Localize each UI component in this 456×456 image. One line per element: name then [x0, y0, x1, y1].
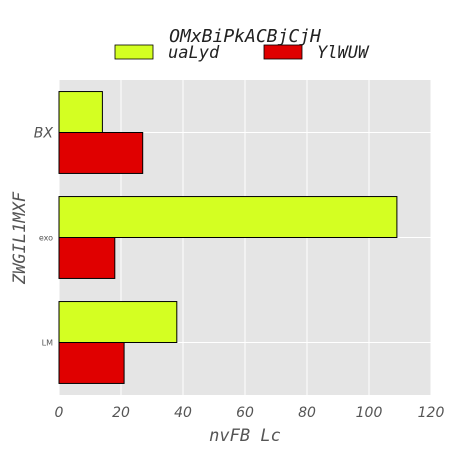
y-tick-label: BX: [34, 126, 54, 142]
x-tick-label: 120: [418, 405, 445, 421]
bar-YlWUW-LM: [58, 342, 125, 384]
legend-label-uaLyd: uaLyd: [168, 43, 220, 63]
bar-uaLyd-BX: [58, 91, 103, 134]
bar-YlWUW-exo: [58, 237, 116, 279]
x-tick-label: 100: [356, 405, 383, 421]
y-axis-label: ZWGIL1MXF: [10, 191, 30, 285]
x-tick-label: 80: [298, 405, 316, 421]
chart-title: OMxBiPkACBjCjH: [169, 26, 321, 47]
x-tick-labels: 0 20 40 60 80 100 120: [55, 405, 445, 421]
x-tick-label: 20: [112, 405, 130, 421]
bar-uaLyd-exo: [58, 196, 398, 239]
bars: [58, 91, 398, 384]
y-tick-labels: BX exo LM: [34, 126, 54, 348]
legend: uaLyd YlWUW: [114, 43, 370, 63]
y-tick-label: LM: [42, 339, 53, 348]
legend-swatch-uaLyd: [114, 44, 154, 60]
bar-YlWUW-BX: [58, 132, 144, 174]
x-tick-label: 40: [174, 405, 192, 421]
legend-swatch-YlWUW: [263, 44, 303, 60]
y-tick-label: exo: [39, 234, 53, 243]
x-tick-label: 60: [236, 405, 254, 421]
x-tick-label: 0: [55, 405, 64, 421]
x-axis-label: nvFB Lc: [209, 426, 281, 446]
bar-uaLyd-LM: [58, 301, 178, 343]
legend-label-YlWUW: YlWUW: [317, 43, 370, 63]
